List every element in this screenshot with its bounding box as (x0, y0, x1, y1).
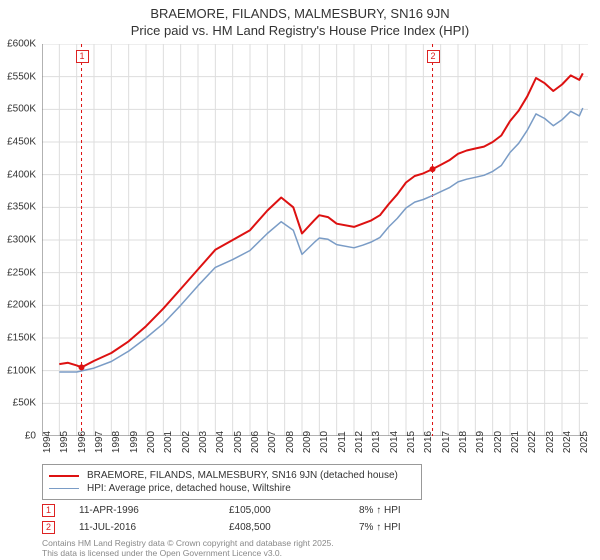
chart-marker-2: 2 (427, 50, 440, 63)
x-tick-label: 2021 (510, 431, 521, 453)
chart-svg (42, 44, 588, 436)
x-tick-label: 1995 (59, 431, 70, 453)
chart-legend: BRAEMORE, FILANDS, MALMESBURY, SN16 9JN … (42, 464, 422, 500)
legend-item-property: BRAEMORE, FILANDS, MALMESBURY, SN16 9JN … (49, 469, 415, 482)
x-tick-label: 2018 (458, 431, 469, 453)
legend-swatch-hpi (49, 488, 79, 490)
chart-title-description: Price paid vs. HM Land Registry's House … (0, 21, 600, 42)
chart-marker-1: 1 (76, 50, 89, 63)
x-tick-label: 2010 (319, 431, 330, 453)
x-tick-label: 2005 (233, 431, 244, 453)
x-tick-label: 2015 (406, 431, 417, 453)
y-tick-label: £0 (25, 431, 36, 442)
x-tick-label: 2009 (302, 431, 313, 453)
attribution-footer: Contains HM Land Registry data © Crown c… (42, 538, 334, 558)
y-tick-label: £600K (7, 39, 36, 50)
y-tick-label: £550K (7, 71, 36, 82)
x-tick-label: 1998 (111, 431, 122, 453)
footer-line-1: Contains HM Land Registry data © Crown c… (42, 538, 334, 548)
x-tick-label: 2024 (562, 431, 573, 453)
x-tick-label: 2003 (198, 431, 209, 453)
x-tick-label: 2019 (475, 431, 486, 453)
x-tick-label: 2013 (371, 431, 382, 453)
y-tick-label: £50K (13, 398, 36, 409)
x-tick-label: 2025 (579, 431, 590, 453)
y-tick-label: £400K (7, 169, 36, 180)
sale-pct-1: 8% ↑ HPI (359, 505, 469, 516)
legend-label-property: BRAEMORE, FILANDS, MALMESBURY, SN16 9JN … (87, 470, 398, 481)
sale-row-1: 1 11-APR-1996 £105,000 8% ↑ HPI (42, 502, 588, 519)
x-tick-label: 2006 (250, 431, 261, 453)
x-tick-label: 1994 (42, 431, 53, 453)
sale-pct-2: 7% ↑ HPI (359, 522, 469, 533)
x-tick-label: 1997 (94, 431, 105, 453)
y-tick-label: £450K (7, 137, 36, 148)
sale-events-table: 1 11-APR-1996 £105,000 8% ↑ HPI 2 11-JUL… (42, 502, 588, 536)
x-tick-label: 2002 (181, 431, 192, 453)
x-tick-label: 2008 (285, 431, 296, 453)
x-tick-label: 2022 (527, 431, 538, 453)
price-chart (42, 44, 588, 436)
sale-marker-1: 1 (42, 504, 55, 517)
x-tick-label: 2016 (423, 431, 434, 453)
sale-date-1: 11-APR-1996 (79, 505, 229, 516)
x-tick-label: 2001 (163, 431, 174, 453)
y-tick-label: £250K (7, 267, 36, 278)
y-tick-label: £100K (7, 365, 36, 376)
x-axis: 1994199519961997199819992000200120022003… (42, 438, 588, 464)
x-tick-label: 2012 (354, 431, 365, 453)
y-tick-label: £200K (7, 300, 36, 311)
sale-date-2: 11-JUL-2016 (79, 522, 229, 533)
x-tick-label: 2011 (337, 431, 348, 453)
legend-label-hpi: HPI: Average price, detached house, Wilt… (87, 483, 291, 494)
x-tick-label: 2004 (215, 431, 226, 453)
x-tick-label: 2017 (441, 431, 452, 453)
y-tick-label: £350K (7, 202, 36, 213)
x-tick-label: 1996 (77, 431, 88, 453)
y-axis: £0£50K£100K£150K£200K£250K£300K£350K£400… (0, 44, 40, 436)
legend-item-hpi: HPI: Average price, detached house, Wilt… (49, 482, 415, 495)
x-tick-label: 2000 (146, 431, 157, 453)
y-tick-label: £150K (7, 333, 36, 344)
x-tick-label: 2020 (493, 431, 504, 453)
x-tick-label: 2007 (267, 431, 278, 453)
chart-title-address: BRAEMORE, FILANDS, MALMESBURY, SN16 9JN (0, 0, 600, 21)
y-tick-label: £300K (7, 235, 36, 246)
footer-line-2: This data is licensed under the Open Gov… (42, 548, 334, 558)
x-tick-label: 1999 (129, 431, 140, 453)
x-tick-label: 2014 (389, 431, 400, 453)
sale-price-2: £408,500 (229, 522, 359, 533)
sale-marker-2: 2 (42, 521, 55, 534)
legend-swatch-property (49, 475, 79, 477)
y-tick-label: £500K (7, 104, 36, 115)
sale-row-2: 2 11-JUL-2016 £408,500 7% ↑ HPI (42, 519, 588, 536)
x-tick-label: 2023 (545, 431, 556, 453)
sale-price-1: £105,000 (229, 505, 359, 516)
